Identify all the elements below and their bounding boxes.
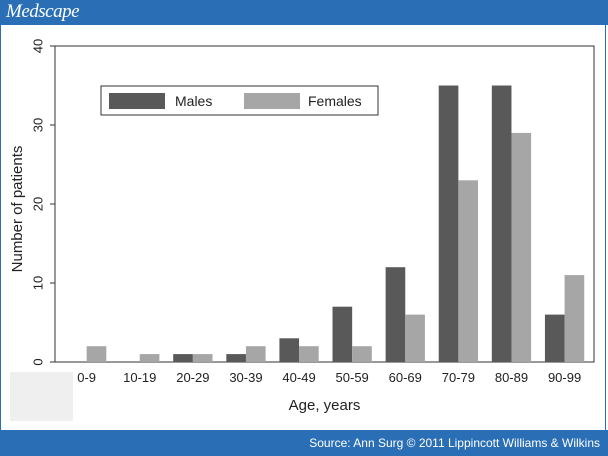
y-tick-label: 30 xyxy=(30,118,45,132)
legend-label-males: Males xyxy=(175,93,212,109)
figure-frame xyxy=(0,25,606,430)
bar-males-30-39 xyxy=(226,354,246,362)
x-tick-label: 90-99 xyxy=(548,370,581,385)
bar-males-60-69 xyxy=(385,267,406,362)
footer-bar: Source: Ann Surg © 2011 Lippincott Willi… xyxy=(0,430,608,456)
bar-females-0-9 xyxy=(86,346,107,362)
x-tick-label: 40-49 xyxy=(282,370,315,385)
bar-males-20-29 xyxy=(173,354,193,362)
x-tick-label: 30-39 xyxy=(229,370,262,385)
bar-females-20-29 xyxy=(192,354,213,362)
legend-box xyxy=(100,85,379,116)
x-tick-label: 50-59 xyxy=(336,370,369,385)
y-tick-label: 40 xyxy=(30,39,45,53)
bar-females-70-79 xyxy=(458,180,479,362)
legend-label-females: Females xyxy=(308,93,362,109)
bar-males-80-89 xyxy=(491,85,512,362)
y-tick-label: 20 xyxy=(30,197,45,211)
x-tick-label: 20-29 xyxy=(176,370,209,385)
x-axis-title: Age, years xyxy=(289,397,361,414)
legend-swatch-females xyxy=(244,93,300,109)
bar-females-30-39 xyxy=(245,346,266,362)
source-credit: Source: Ann Surg © 2011 Lippincott Willi… xyxy=(309,436,600,450)
corner-box xyxy=(10,372,73,421)
bar-chart: 0 10 20 30 40 Number of patients 0-9 10-19 20-29… xyxy=(9,39,595,414)
x-tick-label: 0-9 xyxy=(77,370,96,385)
bar-males-50-59 xyxy=(332,306,353,362)
y-tick-label: 10 xyxy=(30,276,45,290)
bar-females-90-99 xyxy=(564,275,585,362)
bar-females-40-49 xyxy=(299,346,319,362)
brand-logo: Medscape xyxy=(6,1,80,22)
bar-females-80-89 xyxy=(511,132,532,362)
y-tick-label: 0 xyxy=(30,358,45,365)
bar-males-90-99 xyxy=(544,314,565,362)
y-axis-title: Number of patients xyxy=(9,146,26,273)
x-tick-label: 80-89 xyxy=(495,370,528,385)
bar-females-10-19 xyxy=(139,354,160,362)
bar-females-60-69 xyxy=(405,314,425,362)
legend-swatch-males xyxy=(109,93,165,109)
bar-females-50-59 xyxy=(352,346,372,362)
bar-males-40-49 xyxy=(279,338,300,362)
x-tick-label: 60-69 xyxy=(389,370,422,385)
x-tick-label: 70-79 xyxy=(442,370,475,385)
header-bar: Medscape xyxy=(0,0,608,25)
bar-males-70-79 xyxy=(438,85,459,362)
x-tick-label: 10-19 xyxy=(123,370,156,385)
